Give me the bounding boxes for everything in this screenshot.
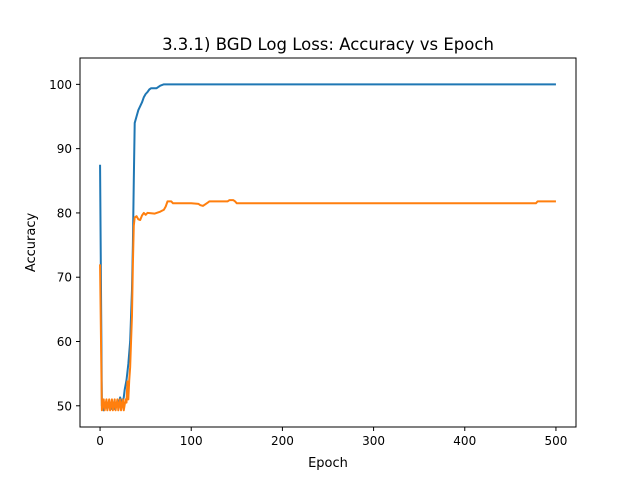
x-axis: 0 100 200 300 400 500 [96, 427, 567, 448]
x-tick-label: 0 [96, 434, 104, 448]
chart-title: 3.3.1) BGD Log Loss: Accuracy vs Epoch [162, 35, 494, 54]
y-axis: 50 60 70 80 90 100 [49, 78, 80, 413]
x-tick-label: 400 [453, 434, 476, 448]
x-axis-label: Epoch [308, 456, 348, 471]
y-axis-label: Accuracy [24, 213, 39, 273]
y-tick-label: 100 [49, 78, 72, 92]
y-tick-label: 80 [57, 206, 72, 220]
plot-lines [99, 83, 556, 412]
y-tick-label: 50 [57, 399, 72, 413]
x-tick-label: 300 [362, 434, 385, 448]
x-tick-label: 500 [544, 434, 567, 448]
plot-frame [79, 57, 577, 428]
x-tick-label: 100 [180, 434, 203, 448]
y-tick-label: 90 [57, 142, 72, 156]
series-line-2 [99, 199, 556, 412]
y-tick-label: 70 [57, 271, 72, 285]
x-tick-label: 200 [271, 434, 294, 448]
y-tick-label: 60 [57, 335, 72, 349]
